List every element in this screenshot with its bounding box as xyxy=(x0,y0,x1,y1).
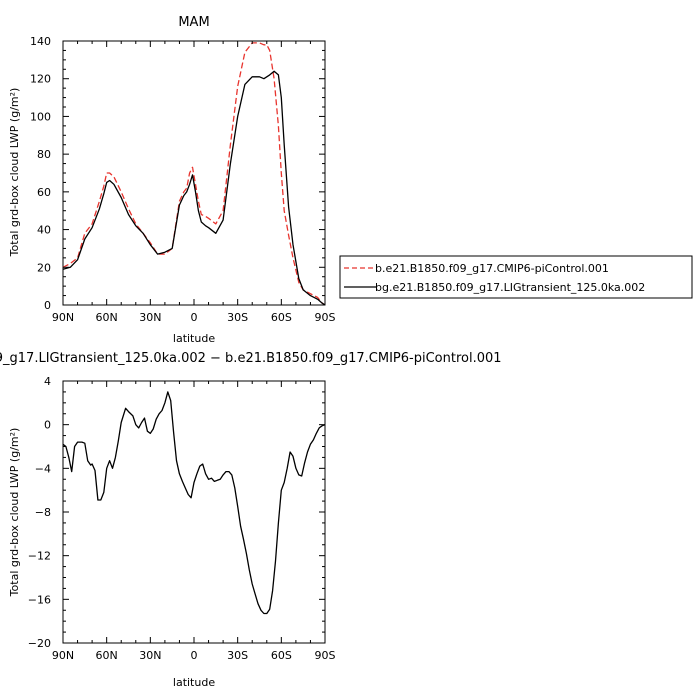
y-tick-label: −8 xyxy=(35,506,51,519)
plot-frame xyxy=(62,380,326,644)
y-tick-label: 4 xyxy=(44,375,51,388)
bottom-series-group xyxy=(62,391,326,615)
x-tick-label: 90N xyxy=(52,649,74,662)
legend: b.e21.B1850.f09_g17.CMIP6-piControl.001 … xyxy=(339,255,693,299)
x-tick-label: 30S xyxy=(227,649,248,662)
legend-box xyxy=(339,255,693,299)
top-series-group xyxy=(62,42,326,306)
y-tick-label: 20 xyxy=(37,261,51,274)
bottom-plot-area xyxy=(62,380,326,644)
y-tick-label: 140 xyxy=(30,35,51,48)
x-tick-label: 90S xyxy=(315,311,336,324)
bottom-x-axis: 90N 60N 30N 0 30S 60S 90S xyxy=(52,381,336,662)
bottom-y-axis: −20 −16 −12 −8 −4 0 4 xyxy=(28,375,325,650)
bottom-plot: bg.e21.B1850.f09_g17.LIGtransient_125.0k… xyxy=(0,351,502,689)
x-tick-label: 30N xyxy=(139,311,161,324)
y-tick-label: −12 xyxy=(28,550,51,563)
x-tick-label: 60S xyxy=(271,649,292,662)
series-line-1-0 xyxy=(62,391,326,615)
top-x-axis: 90N 60N 30N 0 30S 60S 90S xyxy=(52,41,336,324)
y-tick-label: 120 xyxy=(30,73,51,86)
x-tick-label: 0 xyxy=(191,311,198,324)
x-tick-label: 60N xyxy=(96,311,118,324)
series-line-0-0 xyxy=(62,42,326,306)
y-tick-label: 100 xyxy=(30,110,51,123)
x-tick-label: 60N xyxy=(96,649,118,662)
x-tick-label: 90N xyxy=(52,311,74,324)
y-tick-label: 80 xyxy=(37,148,51,161)
y-tick-label: −16 xyxy=(28,593,51,606)
y-tick-label: −4 xyxy=(35,462,51,475)
bottom-plot-title: bg.e21.B1850.f09_g17.LIGtransient_125.0k… xyxy=(0,351,502,366)
top-y-axis: 0 20 40 60 80 100 120 140 xyxy=(30,35,325,312)
x-tick-label: 30S xyxy=(227,311,248,324)
x-tick-label: 60S xyxy=(271,311,292,324)
x-tick-label: 30N xyxy=(139,649,161,662)
x-tick-label: 0 xyxy=(191,649,198,662)
series-line-0-1 xyxy=(62,70,326,306)
top-plot-title: MAM xyxy=(178,15,209,30)
top-plot: MAM 90N 60N 30N 0 30S 60S 90S 0 20 40 60 80 100 120 1… xyxy=(8,15,336,345)
top-y-axis-label: Total grd-box cloud LWP (g/m²) xyxy=(8,88,21,258)
y-tick-label: −20 xyxy=(28,637,51,650)
legend-label-picontrol: b.e21.B1850.f09_g17.CMIP6-piControl.001 xyxy=(375,262,609,275)
y-tick-label: 40 xyxy=(37,224,51,237)
top-x-axis-label: latitude xyxy=(173,332,215,345)
bottom-y-axis-label: Total grd-box cloud LWP (g/m²) xyxy=(8,428,21,598)
y-tick-label: 60 xyxy=(37,186,51,199)
y-tick-label: 0 xyxy=(44,299,51,312)
y-tick-label: 0 xyxy=(44,419,51,432)
legend-label-ligtransient: bg.e21.B1850.f09_g17.LIGtransient_125.0k… xyxy=(375,281,645,294)
x-tick-label: 90S xyxy=(315,649,336,662)
bottom-x-axis-label: latitude xyxy=(173,676,215,689)
